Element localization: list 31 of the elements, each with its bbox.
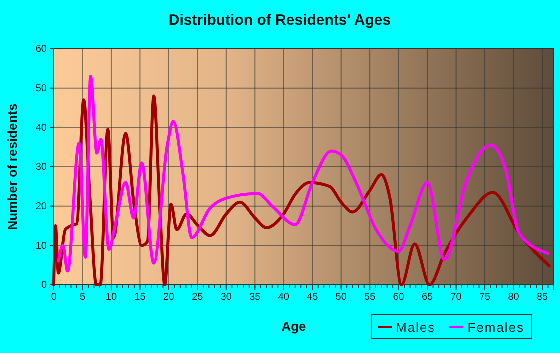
x-tick-label: 85 — [536, 292, 549, 304]
line-series — [57, 75, 550, 273]
x-tick-label: 25 — [192, 292, 204, 304]
legend-label: Females — [468, 320, 525, 335]
y-tick-label: 20 — [36, 202, 48, 213]
x-axis-title: Age — [282, 319, 306, 334]
x-tick-label: 15 — [134, 292, 146, 304]
x-tick-label: 60 — [393, 292, 405, 304]
x-tick-label: 5 — [80, 292, 86, 304]
x-tick-label: 70 — [450, 292, 462, 304]
legend-label: Males — [396, 320, 436, 335]
x-tick-label: 35 — [250, 292, 262, 304]
x-tick-label: 30 — [220, 292, 232, 304]
x-tick-label: 10 — [106, 292, 118, 304]
y-tick-label: 50 — [36, 84, 48, 95]
x-tick-label: 40 — [278, 292, 290, 304]
x-tick-label: 20 — [163, 292, 175, 304]
x-tick-label: 65 — [422, 292, 434, 304]
y-tick-label: 60 — [36, 44, 48, 56]
y-axis-title: Number of residents — [5, 104, 20, 230]
y-tick-label: 30 — [36, 162, 48, 174]
y-tick-label: 40 — [36, 122, 48, 134]
x-tick-label: 75 — [479, 292, 492, 304]
x-tick-label: 55 — [364, 292, 376, 304]
x-tick-label: 0 — [51, 292, 58, 304]
y-tick-label: 10 — [36, 240, 48, 252]
y-tick-label: 0 — [41, 280, 48, 292]
x-tick-label: 50 — [336, 292, 348, 304]
x-tick-label: 80 — [508, 292, 520, 304]
chart-title: Distribution of Residents' Ages — [168, 12, 392, 29]
x-tick-label: 45 — [307, 292, 319, 304]
